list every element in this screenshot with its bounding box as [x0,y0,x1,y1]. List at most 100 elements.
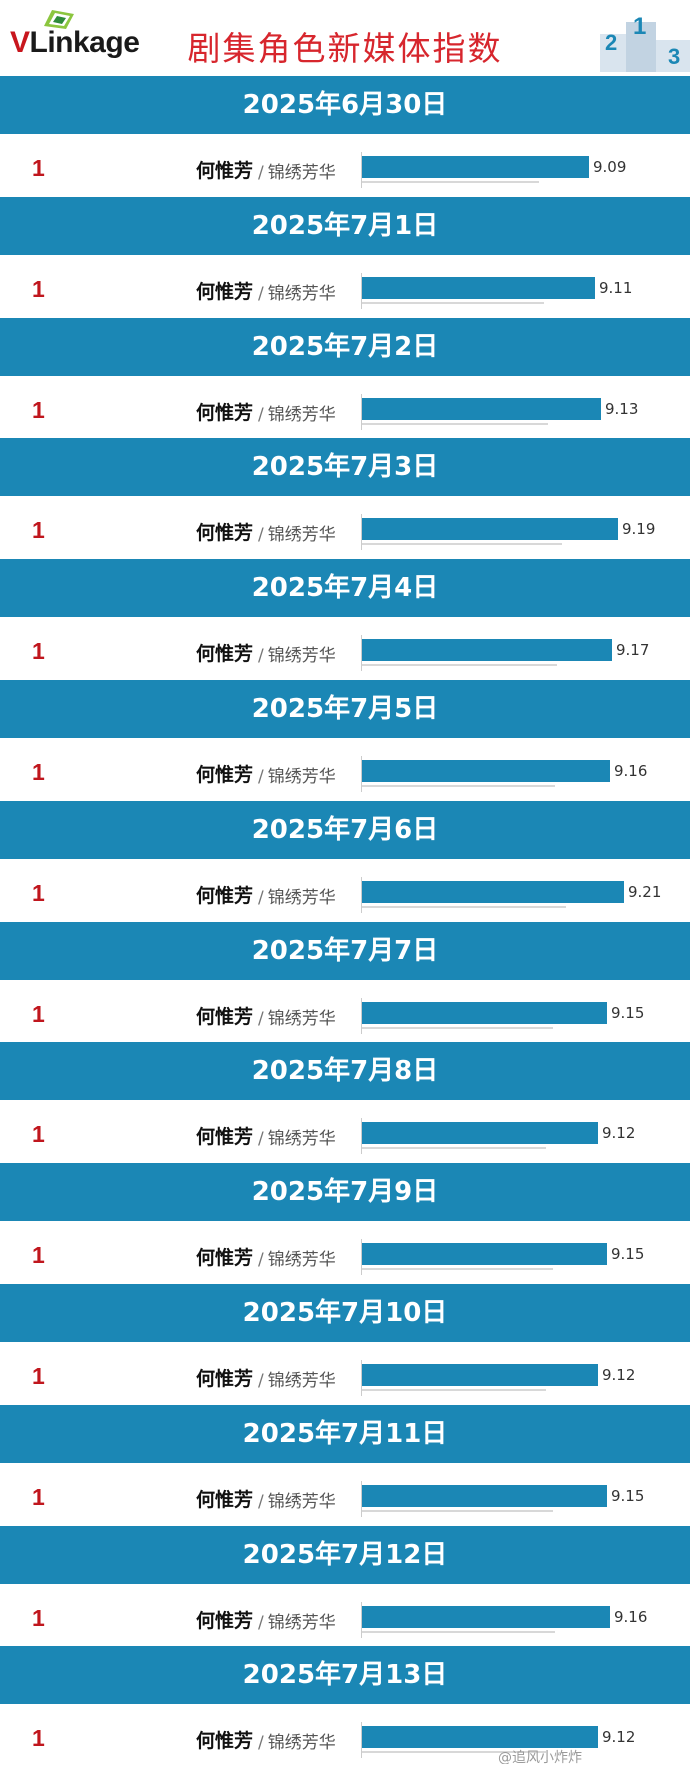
separator: / [258,1371,264,1391]
bar-shadow [362,664,557,667]
axis-divider [361,393,362,430]
bar-shadow [362,905,566,908]
ranking-row: 1 何惟芳 / 锦绣芳华 9.15 [0,1462,690,1527]
separator: / [258,1733,264,1754]
index-value: 9.16 [614,762,648,780]
index-value: 9.11 [599,278,633,297]
date-header: 2025年7月7日 [0,921,690,980]
rank-number: 1 [32,1725,45,1752]
date-header: 2025年7月11日 [0,1404,690,1463]
rank-number: 1 [32,275,45,302]
index-value: 9.12 [602,1728,636,1747]
rank-number: 1 [32,759,45,785]
show-name: / 锦绣芳华 [258,1608,336,1633]
index-value: 9.15 [611,1003,645,1022]
rank-number: 1 [32,879,45,906]
axis-divider [361,876,362,913]
index-bar [362,639,612,662]
index-value: 9.09 [593,158,627,176]
separator: / [258,404,264,425]
index-bar [362,1243,607,1266]
index-value: 9.21 [628,882,662,901]
axis-divider [361,756,362,792]
separator: / [258,646,264,667]
index-bar [362,276,595,299]
show-name-text: 锦绣芳华 [267,1612,336,1633]
axis-divider [361,1239,362,1276]
index-bar [362,760,610,782]
separator: / [258,283,264,304]
bar-shadow [362,1630,555,1633]
show-name: / 锦绣芳华 [258,1487,336,1512]
date-header: 2025年7月1日 [0,196,690,255]
character-name: 何惟芳 [195,764,253,786]
character-name: 何惟芳 [195,1247,253,1270]
index-bar [362,518,618,541]
show-name: / 锦绣芳华 [258,1124,336,1149]
character-name: 何惟芳 [195,1368,253,1390]
bar-shadow [362,1389,546,1391]
show-name-text: 锦绣芳华 [267,525,336,546]
axis-divider [361,1601,362,1638]
bar-shadow [362,301,544,304]
separator: / [258,525,264,546]
bar-shadow [362,1268,553,1271]
show-name: / 锦绣芳华 [258,883,336,908]
index-value: 9.15 [611,1245,645,1264]
separator: / [258,163,264,183]
index-bar [362,880,624,903]
index-value: 9.15 [611,1486,645,1505]
show-name: / 锦绣芳华 [258,158,336,183]
index-bar [362,1605,610,1628]
show-name-text: 锦绣芳华 [267,404,336,425]
character-name: 何惟芳 [195,1488,253,1511]
separator: / [258,887,264,908]
show-name: / 锦绣芳华 [258,1245,336,1270]
character-name: 何惟芳 [195,1126,253,1149]
index-bar [362,1726,598,1749]
podium-icon: 2 1 3 [600,13,690,72]
character-name: 何惟芳 [195,1730,253,1753]
show-name: / 锦绣芳华 [258,1004,336,1029]
date-header: 2025年7月9日 [0,1163,690,1222]
ranking-row: 1 何惟芳 / 锦绣芳华 9.15 [0,1221,690,1286]
date-header: 2025年7月8日 [0,1042,690,1101]
show-name: / 锦绣芳华 [258,520,336,545]
index-bar [362,1001,607,1024]
podium-first-digit: 1 [633,13,646,40]
bar-shadow [362,1509,553,1512]
character-name: 何惟芳 [195,401,253,424]
date-header: 2025年7月5日 [0,680,690,738]
logo-mark-icon [44,10,74,29]
separator: / [258,1250,264,1271]
show-name: / 锦绣芳华 [258,1366,336,1391]
separator: / [258,1008,264,1029]
character-name: 何惟芳 [195,1005,253,1028]
character-name: 何惟芳 [195,160,253,182]
axis-divider [361,997,362,1034]
index-value: 9.19 [622,520,656,539]
rank-number: 1 [32,1604,45,1631]
ranking-row: 1 何惟芳 / 锦绣芳华 9.16 [0,738,690,802]
show-name-text: 锦绣芳华 [267,1129,336,1150]
axis-divider [361,1360,362,1396]
show-name-text: 锦绣芳华 [267,1733,336,1754]
rank-number: 1 [32,1483,45,1510]
axis-divider [361,1480,362,1517]
show-name-text: 锦绣芳华 [267,767,336,787]
date-header: 2025年7月2日 [0,317,690,376]
rank-number: 1 [32,517,45,544]
ranking-row: 1 何惟芳 / 锦绣芳华 9.15 [0,979,690,1044]
axis-divider [361,152,362,188]
rank-number: 1 [32,1363,45,1389]
character-name: 何惟芳 [195,884,253,907]
axis-divider [361,635,362,672]
bar-shadow [362,785,555,787]
separator: / [258,1612,264,1633]
rank-number: 1 [32,1121,45,1148]
header: VLinkage 剧集角色新媒体指数 2 1 3 [0,0,690,76]
ranking-row: 1 何惟芳 / 锦绣芳华 9.09 [0,134,690,198]
ranking-row: 1 何惟芳 / 锦绣芳华 9.12 [0,1704,690,1768]
show-name-text: 锦绣芳华 [267,1491,336,1512]
show-name: / 锦绣芳华 [258,400,336,425]
